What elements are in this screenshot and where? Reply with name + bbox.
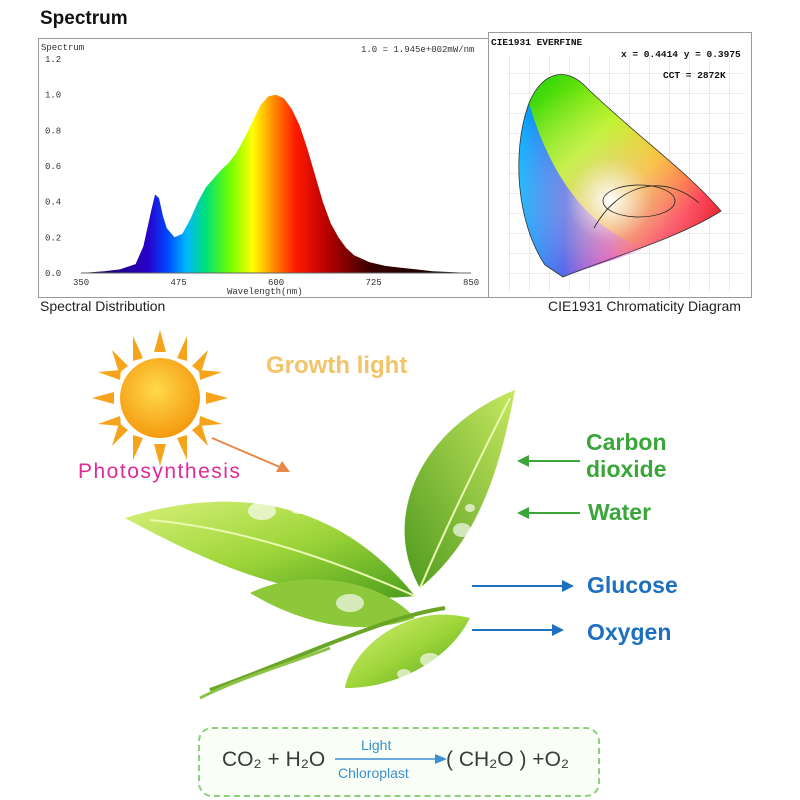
x-tick-label: 850 [463,278,479,288]
y-tick-label: 1.0 [45,91,61,101]
sunlight-arrow [211,437,290,472]
cie-coordinates: x = 0.4414 y = 0.3975 [621,49,741,60]
y-tick-label: 0.0 [45,269,61,279]
y-tick-label: 0.2 [45,233,61,243]
cie-cct: CCT = 2872K [663,70,726,81]
equation-light-label: Light [361,737,392,753]
photosynthesis-illustration [92,330,580,700]
y-tick-label: 0.4 [45,198,61,208]
dioxide-label: dioxide [586,456,667,482]
cie-locus-outline [518,74,722,278]
spectrum-x-axis-label: Wavelength(nm) [227,287,303,297]
x-tick-label: 475 [171,278,187,288]
cie-header-left: CIE1931 EVERFINE [491,37,583,48]
cie-diagram-panel: CIE1931 EVERFINE x = 0.4414 y = 0.3975 C… [488,32,752,298]
oxygen-label: Oxygen [587,619,672,645]
spectrum-curve-area [81,94,471,273]
water-label: Water [588,499,652,525]
glucose-label: Glucose [587,572,678,598]
spectrum-caption: Spectral Distribution [40,298,166,314]
x-tick-label: 600 [268,278,284,288]
spectrum-chart: Spectrum 1.0 = 1.945e+002mW/nm 0.0 0.2 0.4… [41,43,479,297]
y-tick-label: 0.8 [45,126,61,136]
x-tick-label: 350 [73,278,89,288]
equation-reactants: CO₂ + H₂O [222,748,326,771]
water-arrow [517,507,580,519]
cie-chromaticity-chart: CIE1931 EVERFINE x = 0.4414 y = 0.3975 C… [491,37,745,291]
equation-products: ( CH₂O ) +O₂ [446,748,570,771]
equation-box [198,727,600,797]
oxygen-arrow [472,624,564,636]
planckian-locus [593,185,700,229]
y-tick-label: 0.6 [45,162,61,172]
spectrum-chart-panel: Spectrum 1.0 = 1.945e+002mW/nm 0.0 0.2 0.4… [38,38,490,298]
growth-light-label: Growth light [266,352,408,379]
y-tick-label: 1.2 [45,55,61,65]
carbon-label: Carbon [586,429,667,455]
cie-caption: CIE1931 Chromaticity Diagram [548,298,741,314]
section-title: Spectrum [40,8,128,29]
carbon-dioxide-arrow [517,455,580,467]
photosynthesis-label: Photosynthesis [78,460,242,483]
glucose-arrow [472,580,574,592]
spectrum-panel-label: Spectrum [41,43,84,53]
leaves-illustration [125,390,515,700]
sun-icon [92,330,228,466]
equation-chloroplast-label: Chloroplast [338,765,409,781]
x-tick-label: 725 [366,278,382,288]
equation-arrow [335,754,447,764]
cct-ellipse [602,184,676,218]
spectrum-scale-text: 1.0 = 1.945e+002mW/nm [361,45,474,55]
